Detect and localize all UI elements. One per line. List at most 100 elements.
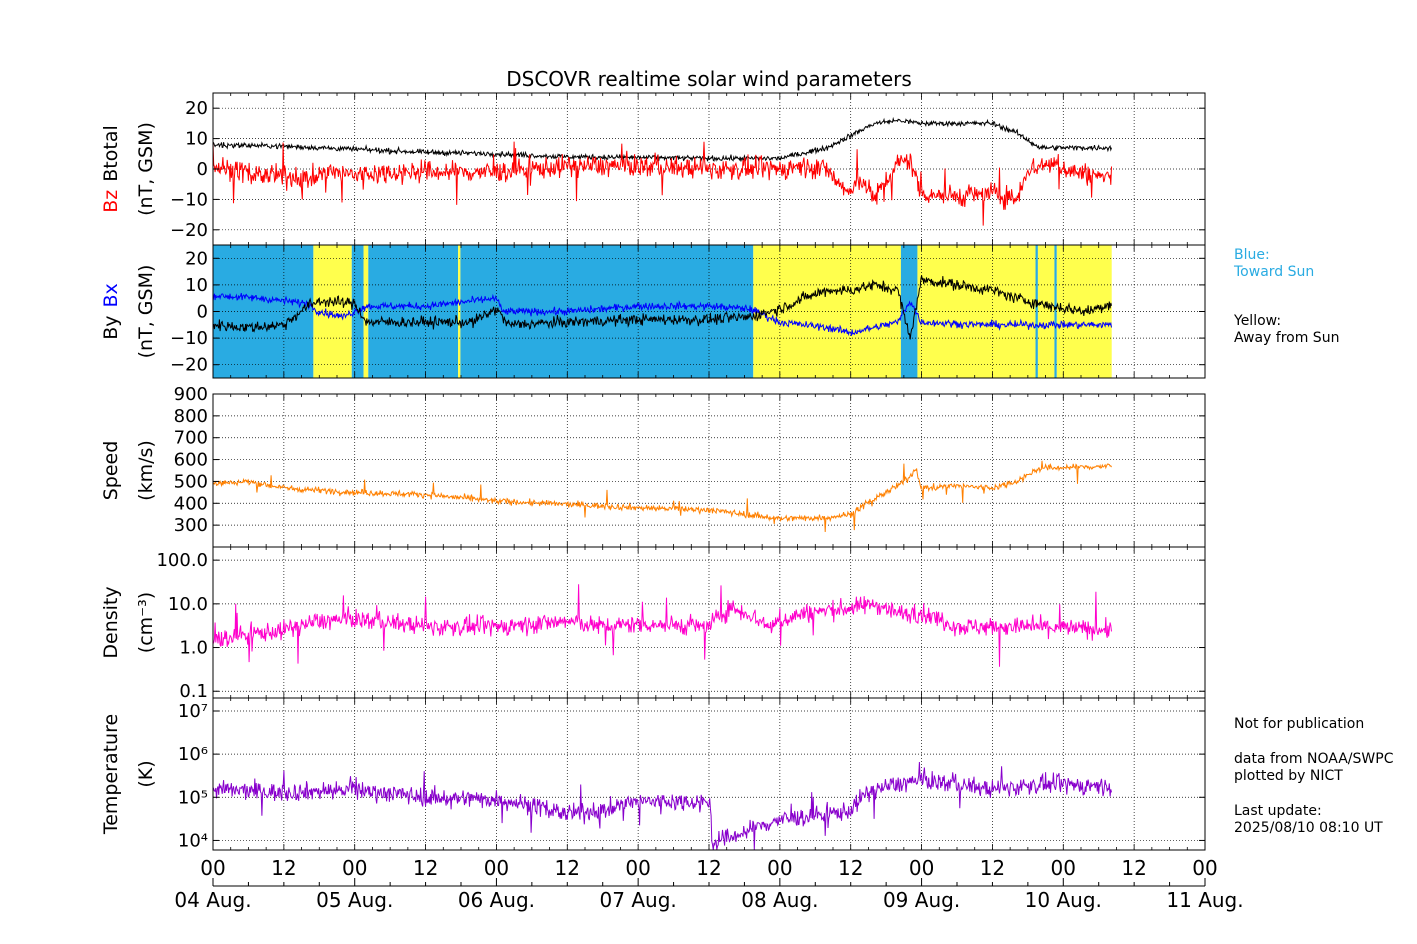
y-tick-label: 500 (174, 471, 208, 492)
sector-band-toward-0 (213, 245, 314, 378)
date-label: 09 Aug. (883, 888, 960, 912)
x-axis: 00 12 00 12 00 12 00 12 00 12 00 12 00 12 00 04 Aug. 05 … (174, 856, 1243, 912)
x-tick-label: 12 (696, 856, 721, 880)
away-from-sun-note: Yellow: Away from Sun (1234, 313, 1339, 347)
sector-band-toward-12 (1054, 245, 1057, 378)
y-tick-label: −10 (170, 189, 208, 210)
y-tick-label: 10⁶ (178, 744, 208, 765)
sector-band-away-11 (1037, 245, 1055, 378)
x-tick-label: 12 (555, 856, 580, 880)
y-tick-label: 1.0 (179, 638, 208, 659)
y-tick-label: 800 (174, 406, 208, 427)
panel-frame (212, 393, 1206, 548)
date-label: 08 Aug. (741, 888, 818, 912)
x-tick-label: 00 (484, 856, 509, 880)
y-tick-label: 10 (185, 275, 208, 296)
yellow-desc: Away from Sun (1234, 330, 1340, 346)
blue-label: Blue: (1234, 247, 1270, 263)
y-axis-label-part: Temperature (100, 714, 122, 835)
date-label: 11 Aug. (1166, 888, 1243, 912)
not-for-publication-note: Not for publication (1234, 716, 1365, 732)
y-tick-label: 10⁷ (178, 701, 208, 722)
source-line-1: data from NOAA/SWPC (1234, 751, 1394, 767)
sector-band-away-3 (363, 245, 369, 378)
last-update-note: Last update: 2025/08/10 08:10 UT (1234, 803, 1383, 837)
panel-b: −20 −10 0 10 20 Bz Btotal (nT, GSM) (100, 92, 1206, 246)
y-axis-label-part: By (100, 316, 122, 340)
y-tick-label: 100.0 (156, 550, 208, 571)
sector-band-toward-10 (1035, 245, 1038, 378)
y-tick-label: 20 (185, 98, 208, 119)
y-tick-label: 0 (197, 302, 208, 323)
panel-temperature: 10⁴ 10⁵ 10⁶ 10⁷ Temperature (K) (100, 697, 1206, 851)
chart-panels: −20 −10 0 10 20 Bz Btotal (nT, GSM) −20 −10 0 10 20 B… (100, 92, 1206, 851)
x-tick-label: 00 (909, 856, 934, 880)
panel-density: 0.1 1.0 10.0 100.0 Density (cm⁻³) (100, 546, 1206, 702)
date-label: 07 Aug. (600, 888, 677, 912)
y-axis-label-b: Bz Btotal (100, 125, 122, 213)
x-tick-label: 00 (625, 856, 650, 880)
y-axis-unit-bxy: (nT, GSM) (135, 265, 157, 359)
series-line-density (212, 584, 1112, 667)
series-line-temperature (212, 761, 1112, 851)
x-tick-label: 12 (838, 856, 863, 880)
series-line-by (212, 275, 1112, 340)
chart-title: DSCOVR realtime solar wind parameters (506, 67, 912, 91)
y-tick-label: 0 (197, 159, 208, 180)
y-axis-label-density: Density (100, 586, 122, 658)
y-tick-label: 400 (174, 493, 208, 514)
blue-desc: Toward Sun (1234, 264, 1315, 280)
date-label: 06 Aug. (458, 888, 535, 912)
sector-band-toward-4 (368, 245, 459, 378)
y-tick-label: 0.1 (179, 681, 208, 702)
panel-bxy: −20 −10 0 10 20 By Bx (nT, GSM) (100, 244, 1206, 379)
y-tick-label: 10 (185, 129, 208, 150)
series-line-bz (212, 141, 1112, 226)
date-label: 10 Aug. (1025, 888, 1102, 912)
y-axis-unit-density: (cm⁻³) (135, 592, 157, 653)
series-line-bx (212, 292, 1112, 337)
y-tick-label: 900 (174, 384, 208, 405)
last-update-value: 2025/08/10 08:10 UT (1234, 820, 1383, 836)
x-tick-label: 12 (1121, 856, 1146, 880)
y-tick-label: 10.0 (168, 594, 208, 615)
x-tick-label: 00 (1051, 856, 1076, 880)
last-update-label: Last update: (1234, 803, 1322, 819)
series-line-btotal (212, 116, 1112, 163)
series-line-speed (212, 460, 1112, 533)
y-axis-label-part: Bz (100, 190, 122, 213)
x-tick-label: 12 (980, 856, 1005, 880)
x-tick-label: 00 (767, 856, 792, 880)
x-tick-label: 12 (271, 856, 296, 880)
source-line-2: plotted by NICT (1234, 768, 1343, 784)
y-tick-label: 700 (174, 428, 208, 449)
x-tick-label: 00 (1192, 856, 1217, 880)
y-axis-label-speed: Speed (100, 441, 122, 501)
y-axis-unit-speed: (km/s) (135, 440, 157, 501)
y-axis-label-part: Speed (100, 441, 122, 501)
y-axis-unit-b: (nT, GSM) (135, 122, 157, 216)
sector-band-away-9 (917, 245, 1036, 378)
y-axis-label-bxy: By Bx (100, 283, 122, 340)
yellow-label: Yellow: (1234, 313, 1282, 329)
x-tick-label: 12 (413, 856, 438, 880)
y-tick-label: −20 (170, 355, 208, 376)
source-note: data from NOAA/SWPC plotted by NICT (1234, 751, 1393, 785)
y-tick-label: −20 (170, 220, 208, 241)
x-tick-label: 00 (342, 856, 367, 880)
toward-sun-note: Blue: Toward Sun (1234, 247, 1314, 281)
y-axis-label-part: Btotal (100, 125, 122, 181)
y-tick-label: 600 (174, 450, 208, 471)
y-tick-label: 10⁴ (178, 830, 208, 851)
y-tick-label: 20 (185, 248, 208, 269)
y-tick-label: 300 (174, 515, 208, 536)
y-axis-unit-temperature: (K) (135, 760, 157, 787)
y-axis-label-part: Density (100, 586, 122, 658)
y-axis-label-temperature: Temperature (100, 714, 122, 835)
date-label: 05 Aug. (316, 888, 393, 912)
y-tick-label: −10 (170, 328, 208, 349)
x-tick-label: 00 (200, 856, 225, 880)
y-tick-label: 10⁵ (178, 787, 208, 808)
